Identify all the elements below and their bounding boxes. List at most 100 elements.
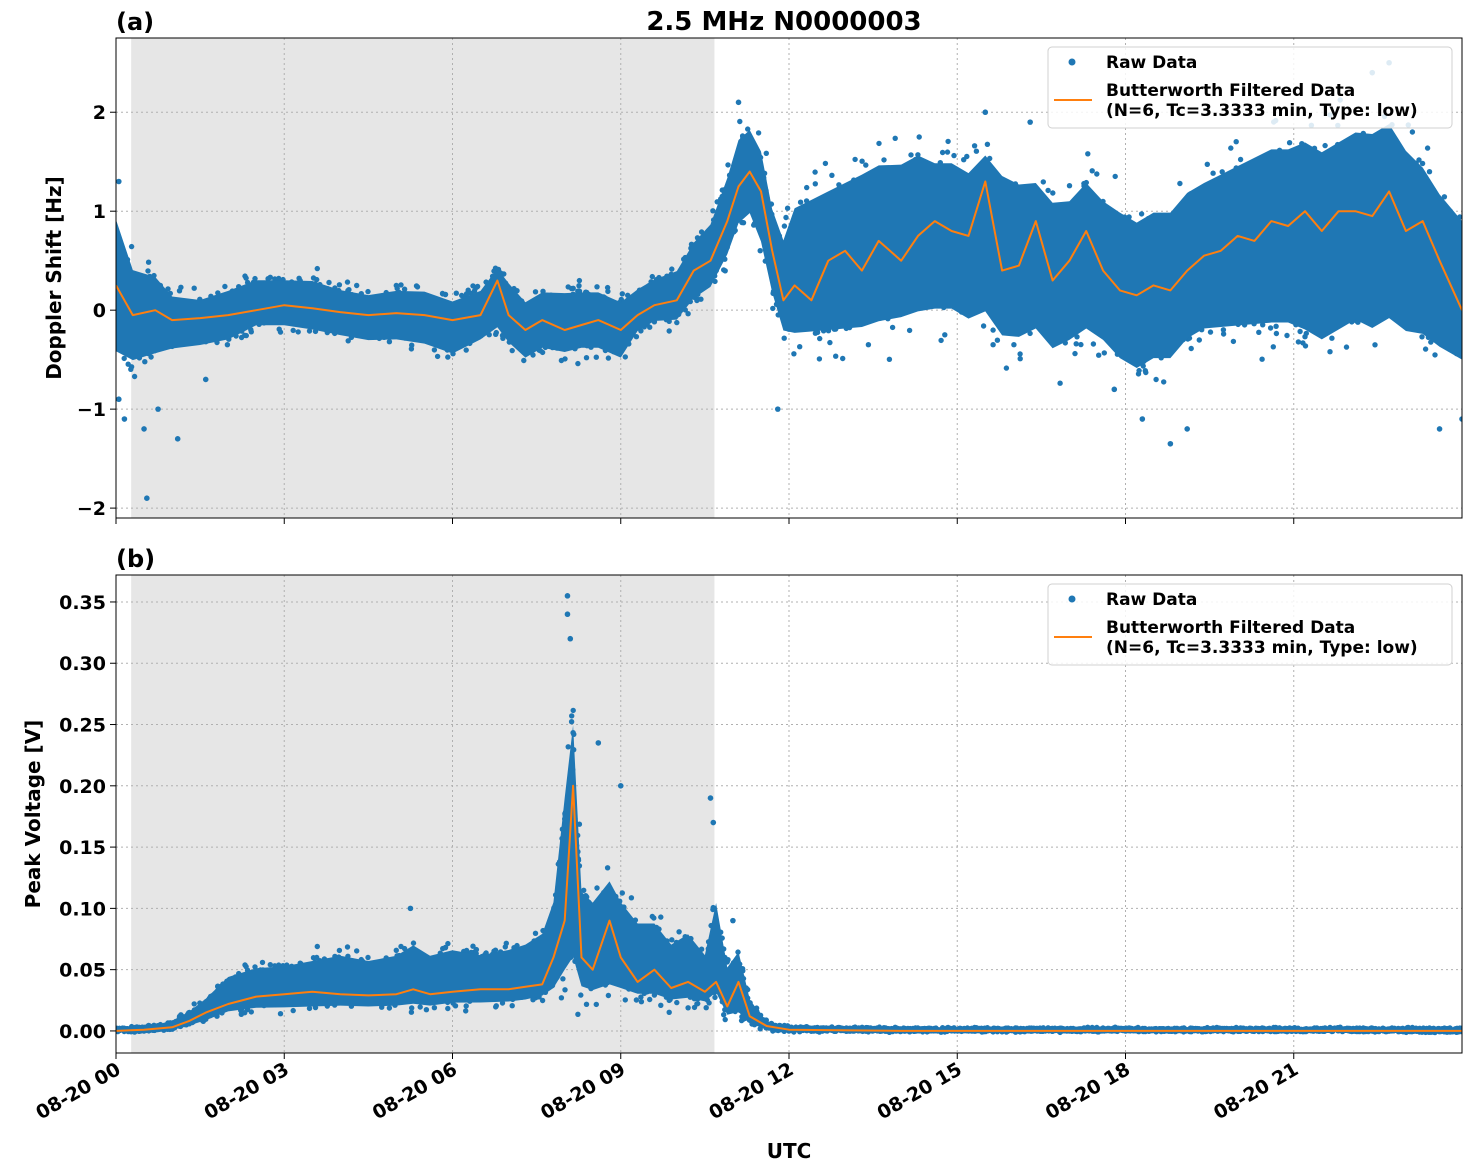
raw-data-point	[1045, 187, 1051, 194]
raw-data-point	[191, 285, 197, 291]
raw-data-point	[267, 274, 273, 280]
raw-data-point	[222, 283, 228, 290]
raw-data-point	[674, 319, 680, 326]
raw-data-point	[1040, 179, 1047, 185]
raw-data-point	[622, 354, 628, 360]
raw-data-point	[1422, 346, 1429, 352]
raw-data-point	[128, 243, 135, 250]
raw-data-point	[1426, 169, 1433, 175]
raw-data-point	[649, 273, 655, 280]
raw-data-point	[817, 335, 823, 342]
raw-data-point	[840, 355, 846, 362]
raw-data-point	[1300, 340, 1306, 346]
raw-data-point	[1188, 345, 1194, 352]
raw-data-point	[1270, 344, 1277, 350]
raw-data-point	[1424, 145, 1431, 151]
raw-data-point	[442, 291, 449, 298]
raw-data-point	[725, 162, 731, 168]
raw-data-point	[797, 199, 804, 205]
raw-data-point	[783, 214, 789, 221]
raw-data-point	[1017, 351, 1023, 357]
raw-data-point	[576, 283, 582, 289]
raw-data-point	[1372, 342, 1378, 348]
raw-data-point	[1112, 173, 1118, 180]
raw-data-point	[797, 344, 803, 350]
raw-data-point	[593, 354, 599, 360]
raw-data-point	[1267, 325, 1274, 331]
raw-data-point	[1096, 352, 1102, 358]
raw-data-point	[1409, 129, 1416, 135]
raw-data-point	[745, 126, 751, 132]
raw-data-point	[781, 223, 788, 229]
raw-data-point	[990, 342, 996, 348]
raw-data-point	[1196, 337, 1203, 343]
raw-data-point	[398, 282, 404, 288]
raw-data-point	[1256, 329, 1262, 335]
raw-data-point	[889, 324, 896, 331]
raw-data-point	[1089, 168, 1095, 174]
plot-area	[116, 59, 1462, 502]
raw-data-point	[277, 329, 284, 335]
raw-data-point	[1066, 183, 1073, 189]
raw-data-point	[1327, 349, 1333, 355]
raw-data-point	[770, 305, 776, 312]
raw-data-point	[833, 353, 839, 359]
raw-data-point	[434, 353, 441, 360]
raw-data-point	[906, 327, 913, 334]
raw-data-point	[892, 135, 898, 141]
raw-data-point	[224, 342, 231, 348]
raw-data-point	[916, 134, 922, 140]
raw-data-point	[128, 366, 134, 372]
raw-data-point	[1286, 140, 1293, 146]
raw-data-point	[145, 268, 151, 274]
raw-data-point	[1233, 139, 1239, 145]
raw-data-point	[145, 259, 152, 265]
raw-data-point	[238, 334, 245, 341]
raw-data-point	[1273, 323, 1279, 329]
raw-data-point	[1219, 169, 1225, 175]
raw-data-point	[1027, 330, 1033, 337]
raw-data-point	[1073, 341, 1079, 347]
raw-data-point	[142, 359, 148, 365]
raw-data-point	[737, 118, 743, 125]
raw-data-point	[1207, 329, 1214, 335]
raw-data-point	[755, 130, 762, 136]
raw-data-point	[984, 141, 991, 147]
raw-data-point	[990, 327, 996, 333]
raw-data-point	[1237, 156, 1244, 163]
raw-data-point	[666, 328, 672, 334]
raw-data-point	[409, 342, 415, 348]
raw-data-point	[1343, 344, 1350, 350]
raw-data-point	[784, 205, 791, 211]
raw-data-point	[881, 157, 887, 163]
raw-data-point	[1419, 334, 1425, 340]
raw-data-point	[944, 149, 951, 155]
raw-data-point	[354, 282, 360, 289]
raw-data-point	[1138, 211, 1145, 217]
raw-data-point	[1284, 332, 1290, 339]
raw-data-point	[1050, 190, 1056, 196]
raw-data-point	[1011, 342, 1017, 348]
raw-data-point	[509, 347, 515, 354]
chart-title: 2.5 MHz N0000003	[646, 7, 921, 37]
raw-data-point	[945, 138, 951, 145]
raw-data-point	[1136, 367, 1142, 374]
raw-data-point	[568, 285, 575, 292]
raw-data-point	[1419, 160, 1426, 167]
raw-data-point	[886, 356, 893, 362]
raw-data-point	[1432, 352, 1438, 358]
raw-data-point	[470, 283, 476, 289]
raw-data-point	[605, 355, 612, 361]
raw-data-point	[176, 288, 183, 294]
raw-data-point	[791, 351, 797, 357]
raw-data-point	[414, 284, 421, 290]
raw-data-point	[942, 332, 948, 338]
raw-data-point	[1210, 170, 1216, 176]
raw-data-point	[852, 156, 858, 163]
raw-data-point	[951, 152, 957, 159]
raw-data-point	[121, 355, 127, 362]
raw-data-point	[863, 162, 869, 168]
raw-data-point	[365, 288, 371, 295]
raw-data-point	[1094, 171, 1100, 177]
